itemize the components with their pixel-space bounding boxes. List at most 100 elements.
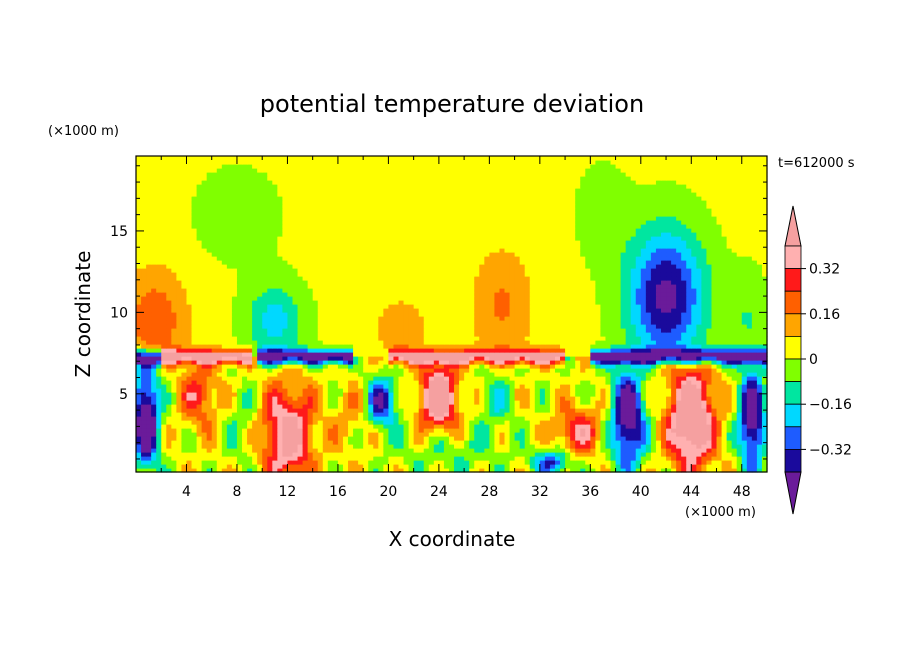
field-cell [393, 376, 400, 381]
field-cell [161, 388, 167, 393]
field-cell [565, 332, 571, 337]
field-cell [666, 344, 672, 349]
field-cell [494, 460, 501, 465]
field-cell [736, 364, 743, 369]
field-cell [307, 452, 314, 457]
field-cell [459, 332, 465, 337]
field-cell [418, 372, 425, 377]
field-cell [464, 432, 470, 437]
field-cell [292, 324, 299, 329]
field-cell [282, 344, 289, 349]
field-cell [206, 352, 213, 357]
field-cell [151, 420, 157, 425]
field-cell [388, 340, 395, 345]
field-cell [605, 448, 612, 453]
field-cell [146, 344, 152, 349]
field-cell [721, 332, 728, 337]
field-cell [509, 396, 516, 401]
field-cell [509, 452, 516, 457]
field-cell [171, 356, 177, 361]
field-cell [686, 324, 692, 329]
field-cell [448, 340, 455, 345]
field-cell [650, 388, 657, 393]
field-cell [297, 364, 304, 369]
field-cell [751, 392, 758, 397]
field-cell [494, 400, 501, 405]
field-cell [242, 468, 248, 473]
field-cell [600, 392, 607, 397]
field-cell [141, 428, 147, 433]
field-cell [393, 364, 400, 369]
field-cell [363, 364, 369, 369]
field-cell [408, 468, 415, 473]
field-cell [640, 376, 647, 381]
field-cell [499, 444, 506, 449]
field-cell [206, 356, 213, 361]
field-cell [307, 408, 314, 413]
field-cell [262, 376, 268, 381]
field-cell [428, 348, 435, 353]
field-cell [342, 328, 349, 333]
field-cell [615, 416, 622, 421]
field-cell [322, 376, 329, 381]
field-cell [479, 432, 485, 437]
field-cell [373, 364, 379, 369]
field-cell [368, 388, 374, 393]
field-cell [524, 428, 531, 433]
field-cell [448, 408, 455, 413]
field-cell [383, 424, 389, 429]
field-cell [655, 420, 662, 425]
field-cell [671, 384, 677, 389]
field-cell [630, 404, 637, 409]
field-cell [595, 372, 602, 377]
field-cell [464, 360, 470, 365]
field-cell [620, 328, 627, 333]
field-cell [236, 388, 243, 393]
field-cell [741, 384, 748, 389]
field-cell [514, 364, 521, 369]
field-cell [383, 416, 389, 421]
field-cell [373, 352, 379, 357]
field-cell [716, 396, 723, 401]
field-cell [428, 468, 435, 473]
field-cell [297, 444, 304, 449]
field-cell [741, 460, 748, 465]
field-cell [186, 436, 193, 441]
field-cell [267, 348, 273, 353]
field-cell [650, 332, 657, 337]
field-cell [630, 456, 637, 461]
field-cell [408, 412, 415, 417]
field-cell [625, 364, 632, 369]
field-cell [373, 424, 379, 429]
field-cell [671, 440, 677, 445]
field-cell [418, 400, 425, 405]
field-cell [378, 360, 384, 365]
field-cell [337, 332, 344, 337]
field-cell [554, 352, 561, 357]
field-cell [454, 440, 460, 445]
field-cell [191, 436, 198, 441]
field-cell [166, 344, 172, 349]
field-cell [701, 384, 708, 389]
field-cell [701, 392, 708, 397]
field-cell [741, 420, 748, 425]
field-cell [504, 432, 511, 437]
field-cell [671, 416, 677, 421]
field-cell [216, 392, 223, 397]
field-cell [666, 336, 672, 341]
field-cell [585, 336, 591, 341]
field-cell [655, 468, 662, 473]
field-cell [711, 444, 718, 449]
field-cell [711, 436, 718, 441]
field-cell [761, 376, 768, 381]
field-cell [630, 356, 637, 361]
field-cell [610, 348, 617, 353]
field-cell [681, 428, 687, 433]
field-cell [484, 452, 490, 457]
field-cell [479, 396, 485, 401]
field-cell [216, 360, 223, 365]
field-cell [383, 372, 389, 377]
field-cell [176, 336, 183, 341]
field-cell [307, 392, 314, 397]
field-cell [358, 424, 364, 429]
